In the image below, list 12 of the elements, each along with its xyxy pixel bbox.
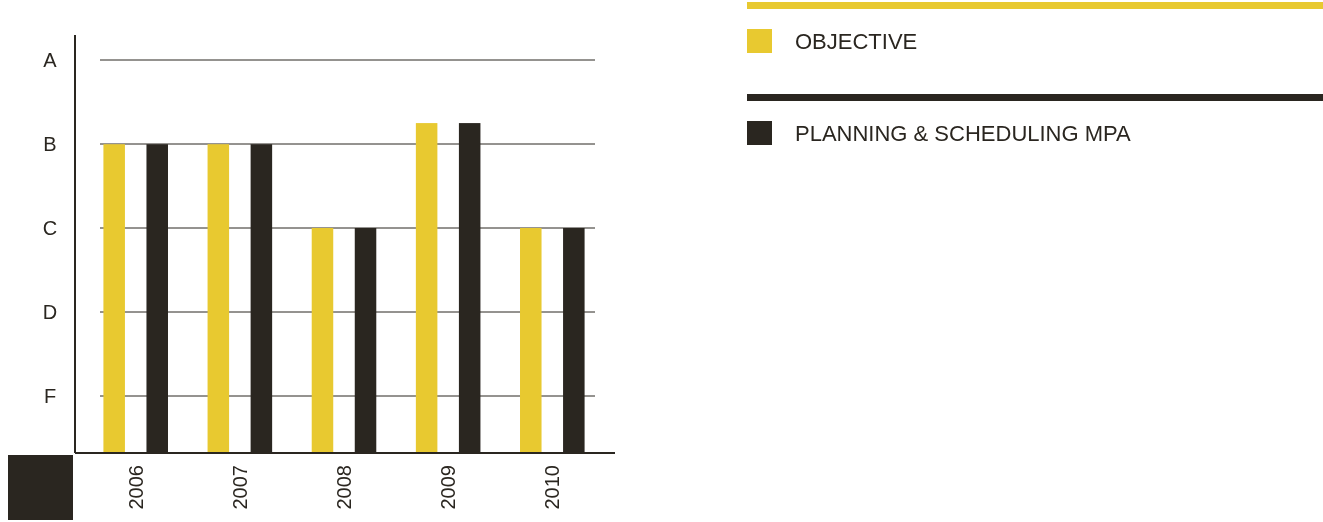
x-tick-label: 2010 [541,465,564,510]
text: A [43,49,58,71]
x-tick-label: 2006 [124,465,147,510]
x-tick-label: 2009 [437,465,460,510]
legend-label: PLANNING & SCHEDULING MPA [795,121,1132,146]
x-tick-label: 2007 [228,465,251,510]
text: D [42,301,58,323]
text: B [43,133,57,155]
x-tick-label: 2008 [333,465,355,510]
text: C [42,217,58,239]
text: F [43,385,57,407]
legend-label: OBJECTIVE [795,29,918,54]
